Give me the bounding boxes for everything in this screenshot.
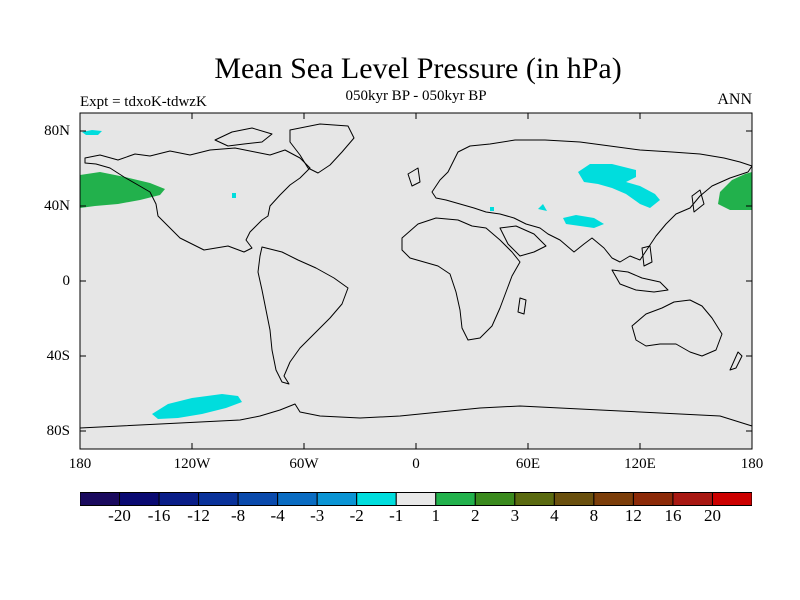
colorbar-label: 8 [589, 506, 599, 525]
map-background [80, 113, 752, 449]
lat-tick-label: 80N [44, 123, 70, 139]
coastline-greenland [289, 123, 355, 174]
colorbar-label: 2 [471, 506, 480, 525]
experiment-label: Expt = tdxoK-tdwzK [80, 94, 207, 110]
coastline-indonesia [611, 269, 669, 293]
season-label: ANN [717, 91, 752, 108]
colorbar-label: 20 [703, 506, 721, 525]
colorbar-box [277, 492, 318, 506]
lat-tick-label: 80S [46, 423, 70, 439]
lon-tick-label: 120E [624, 456, 656, 472]
anomaly-small-3 [490, 207, 494, 211]
colorbar-box [356, 492, 397, 506]
lon-tick-label: 60E [515, 456, 541, 472]
colorbar-box [632, 492, 674, 506]
anomaly-central-asia [578, 164, 660, 208]
anomaly-arctic-alaska [82, 130, 102, 135]
colorbar-box [119, 492, 160, 506]
colorbar-box [80, 492, 121, 506]
colorbar-label: 1 [431, 506, 441, 525]
coastline-arabia [499, 225, 547, 257]
colorbar-label: 4 [550, 506, 559, 525]
colorbar-label: 16 [664, 506, 682, 525]
coastline-canadian-arctic [214, 127, 273, 147]
coastline-new-zealand [729, 351, 743, 371]
coastline-eurasia [431, 139, 753, 263]
colorbar-label: -20 [108, 506, 131, 525]
colorbar-box [514, 492, 555, 506]
map-subtitle: 050kyr BP - 050kyr BP [345, 88, 487, 104]
coastlines [79, 123, 753, 429]
coastline-africa [401, 217, 521, 341]
colorbar-box [711, 492, 752, 506]
colorbar [80, 492, 752, 506]
colorbar-box [672, 492, 713, 506]
lat-tick-label: 40N [44, 198, 70, 214]
lon-tick-label: 180 [68, 456, 92, 472]
coastline-australia [631, 299, 723, 357]
colorbar-box [198, 492, 239, 506]
map-title: Mean Sea Level Pressure (in hPa) [214, 52, 622, 85]
anomaly-field [80, 130, 752, 419]
colorbar-box [237, 492, 279, 506]
lon-tick-label: 120W [173, 456, 211, 472]
lon-tick-label: 0 [412, 456, 420, 472]
coastline-uk [407, 167, 421, 187]
colorbar-label: -12 [187, 506, 210, 525]
colorbar-box [474, 492, 516, 506]
colorbar-label: 12 [624, 506, 642, 525]
anomaly-small-1 [538, 204, 547, 211]
coastline-madagascar [517, 297, 527, 315]
colorbar-label: -8 [231, 506, 246, 525]
anomaly-small-2 [232, 193, 236, 198]
lon-tick-label: 60W [289, 456, 319, 472]
colorbar-box [158, 492, 200, 506]
anomaly-north-pacific-east [80, 172, 165, 208]
anomaly-southern-ocean [152, 394, 242, 419]
axis-ticks [80, 113, 752, 449]
coastline-japan [691, 189, 705, 213]
colorbar-box [435, 492, 476, 506]
colorbar-label: 3 [510, 506, 520, 525]
lat-tick-label: 0 [62, 273, 71, 289]
coastline-north-america [84, 147, 311, 253]
coastline-philippines [641, 245, 653, 267]
colorbar-box [395, 492, 437, 506]
colorbar-box [553, 492, 595, 506]
colorbar-box [593, 492, 634, 506]
colorbar-label: -3 [310, 506, 325, 525]
coastline-antarctica [79, 403, 753, 429]
colorbar-label: -4 [270, 506, 285, 525]
colorbar-label: -16 [147, 506, 171, 525]
anomaly-tibet [563, 215, 604, 228]
anomaly-north-pacific-west [718, 172, 752, 210]
colorbar-label: -2 [349, 506, 364, 525]
lat-tick-label: 40S [46, 348, 70, 364]
colorbar-label: -1 [389, 506, 404, 525]
lon-tick-label: 180 [740, 456, 764, 472]
coastline-south-america [257, 246, 349, 385]
colorbar-box [316, 492, 358, 506]
